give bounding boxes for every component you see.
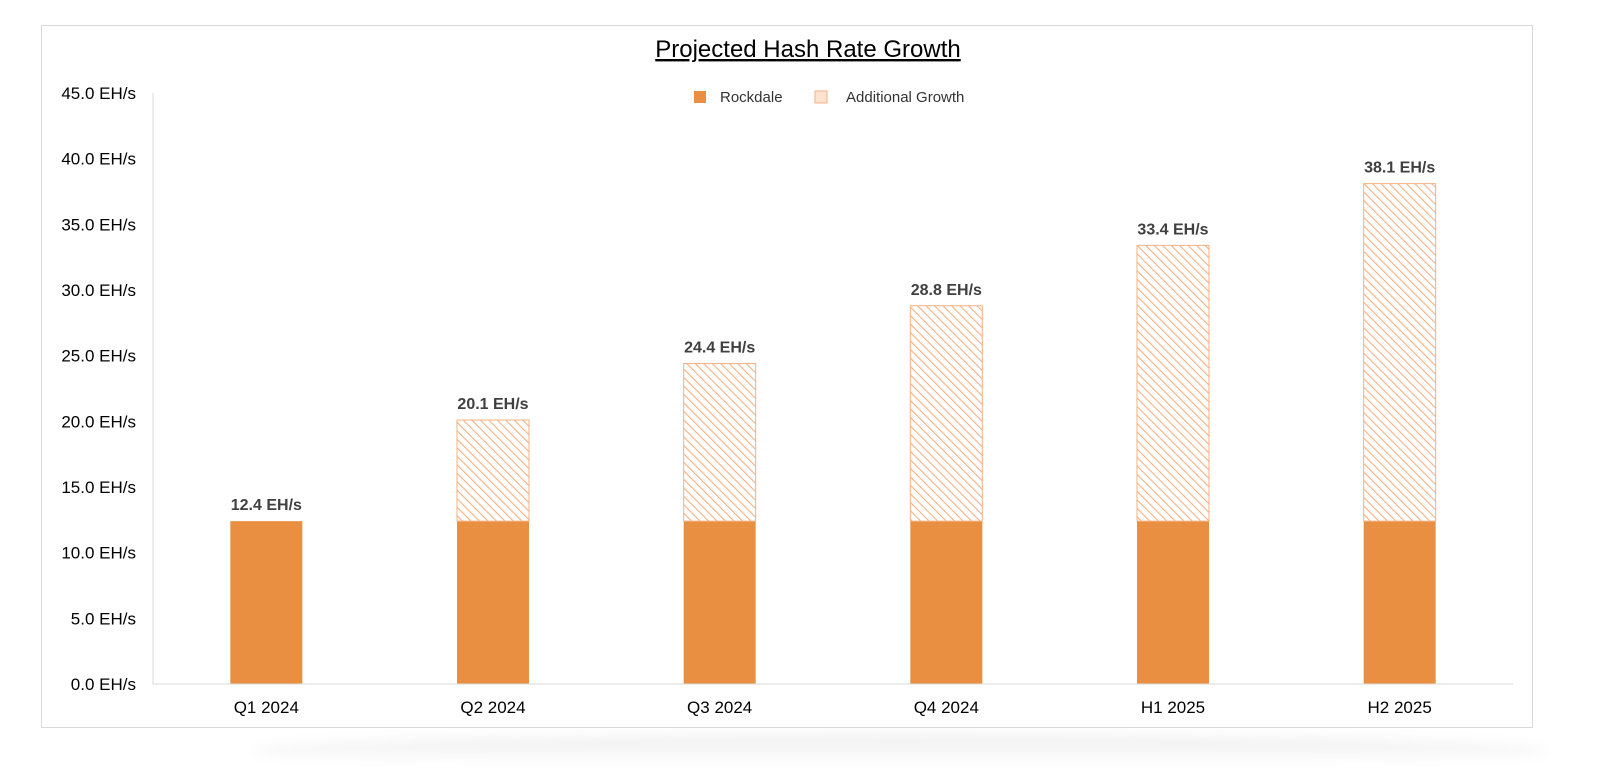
y-tick-label: 30.0 EH/s [61, 281, 136, 300]
bar-additional-growth [1136, 244, 1210, 522]
x-tick-label: Q2 2024 [460, 698, 525, 717]
x-tick-label: H2 2025 [1368, 698, 1432, 717]
legend-label-rockdale: Rockdale [720, 89, 783, 106]
y-tick-label: 45.0 EH/s [61, 84, 136, 103]
x-tick-label: Q4 2024 [914, 698, 979, 717]
bar-rockdale [1363, 521, 1436, 684]
bar-rockdale [910, 521, 983, 684]
y-axis: 0.0 EH/s 5.0 EH/s 10.0 EH/s 15.0 EH/s 20.0 E… [61, 84, 154, 694]
y-tick-label: 0.0 EH/s [71, 675, 136, 694]
page-shadow [250, 735, 1550, 765]
x-axis: Q1 2024 Q2 2024 Q3 2024 Q4 2024 H1 2025 H2 20… [153, 683, 1513, 717]
total-data-label: 38.1 EH/s [1364, 160, 1435, 177]
y-tick-label: 35.0 EH/s [61, 215, 136, 234]
total-data-label: 24.4 EH/s [684, 340, 755, 357]
y-tick-label: 10.0 EH/s [61, 544, 136, 563]
bar-additional-growth [1363, 183, 1437, 522]
bar-rockdale [230, 521, 303, 684]
legend-swatch-rockdale [694, 91, 706, 103]
y-tick-label: 15.0 EH/s [61, 478, 136, 497]
y-tick-label: 40.0 EH/s [61, 150, 136, 169]
y-tick-label: 5.0 EH/s [71, 609, 136, 628]
bar-rockdale [683, 521, 756, 684]
total-data-label: 28.8 EH/s [911, 282, 982, 299]
y-tick-label: 25.0 EH/s [61, 347, 136, 366]
legend-label-additional-growth: Additional Growth [846, 89, 964, 106]
bar-additional-growth [909, 305, 983, 522]
x-tick-label: H1 2025 [1141, 698, 1205, 717]
chart-title: Projected Hash Rate Growth [655, 36, 960, 63]
total-data-label: 20.1 EH/s [457, 396, 528, 413]
y-tick-label: 20.0 EH/s [61, 412, 136, 431]
total-data-label: 33.4 EH/s [1137, 221, 1208, 238]
bar-rockdale [457, 521, 529, 684]
legend: Rockdale Additional Growth [694, 89, 964, 106]
bar-rockdale [1137, 521, 1209, 684]
total-labels: 12.4 EH/s 20.1 EH/s 24.4 EH/s 28.8 EH/s 33.4… [231, 160, 1436, 515]
bars [230, 183, 1437, 684]
total-data-label: 12.4 EH/s [231, 497, 302, 514]
legend-swatch-additional-growth [814, 90, 828, 104]
bar-additional-growth [683, 363, 757, 522]
x-tick-label: Q1 2024 [234, 698, 299, 717]
x-tick-label: Q3 2024 [687, 698, 752, 717]
bar-additional-growth [456, 419, 530, 522]
